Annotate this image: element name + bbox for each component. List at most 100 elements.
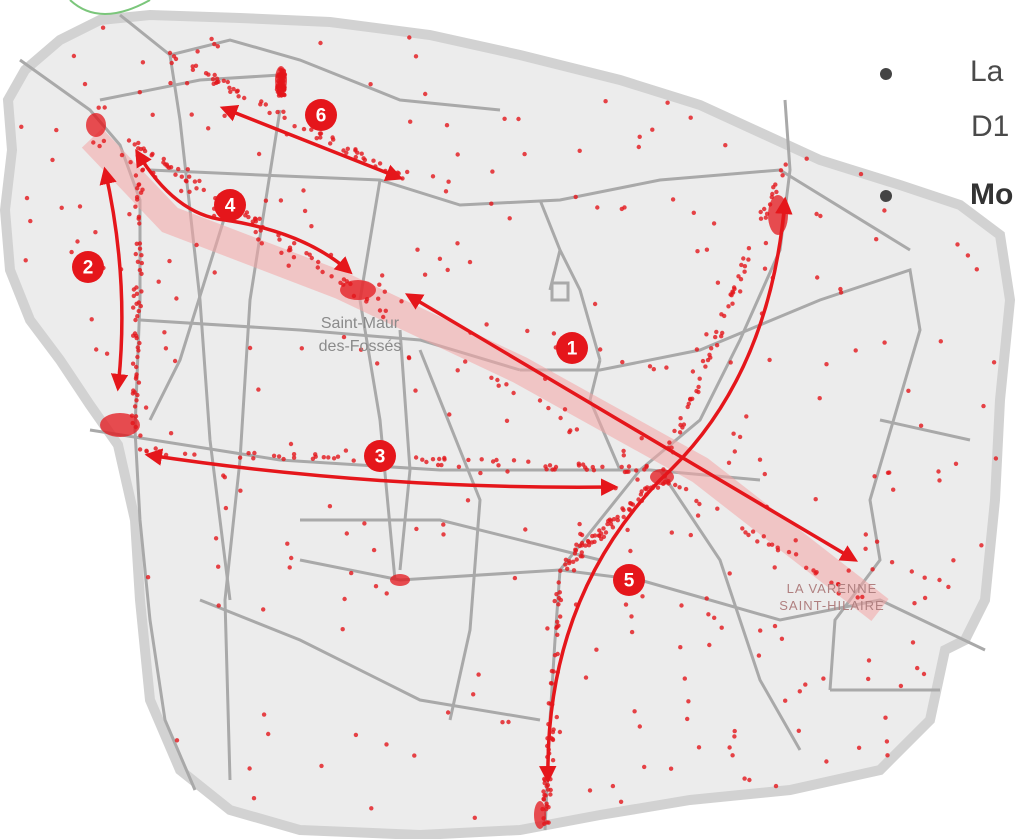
point-marker xyxy=(632,709,637,714)
point-marker xyxy=(669,530,674,535)
point-marker xyxy=(686,699,691,704)
route-badge-6: 6 xyxy=(305,99,337,131)
point-marker xyxy=(134,241,139,246)
point-marker xyxy=(140,168,145,173)
point-marker xyxy=(362,521,367,526)
route-badge-4: 4 xyxy=(214,189,246,221)
point-marker xyxy=(163,162,168,167)
point-marker xyxy=(696,389,701,395)
point-marker xyxy=(439,462,444,468)
bullet-dot-2 xyxy=(880,190,892,202)
point-marker xyxy=(82,81,88,87)
point-marker xyxy=(678,422,683,428)
point-marker xyxy=(228,89,233,95)
point-marker xyxy=(541,789,546,794)
point-marker xyxy=(246,451,251,456)
route-badge-2: 2 xyxy=(72,251,104,283)
point-marker xyxy=(183,178,189,183)
point-marker xyxy=(855,595,860,600)
point-marker xyxy=(371,158,376,163)
point-marker xyxy=(541,797,547,802)
point-marker xyxy=(377,161,383,166)
point-marker xyxy=(69,249,74,255)
point-marker xyxy=(635,477,640,482)
point-marker xyxy=(288,441,294,447)
point-marker xyxy=(197,178,202,184)
point-marker xyxy=(271,453,277,458)
point-marker xyxy=(545,626,550,631)
point-marker xyxy=(516,116,521,122)
point-marker xyxy=(979,543,984,548)
point-marker xyxy=(639,436,644,441)
point-marker xyxy=(256,151,262,157)
point-marker xyxy=(422,272,428,277)
point-marker xyxy=(444,123,450,128)
point-marker xyxy=(137,447,143,452)
point-marker xyxy=(353,148,358,153)
point-marker xyxy=(222,113,227,119)
point-marker xyxy=(866,676,871,682)
point-marker xyxy=(730,289,735,294)
point-marker xyxy=(467,259,473,265)
point-marker xyxy=(50,157,55,163)
point-marker xyxy=(965,253,971,258)
point-marker xyxy=(590,533,595,539)
point-marker xyxy=(673,482,678,488)
svg-text:6: 6 xyxy=(316,106,327,127)
point-marker xyxy=(552,467,557,472)
point-marker xyxy=(167,50,173,56)
point-marker xyxy=(685,404,690,410)
point-marker xyxy=(489,201,494,206)
point-marker xyxy=(726,460,732,465)
point-marker xyxy=(209,36,214,42)
point-marker xyxy=(891,487,896,492)
route-badges: 1 2 3 4 5 6 xyxy=(72,99,645,596)
point-marker xyxy=(719,625,724,630)
point-marker xyxy=(169,60,174,66)
point-marker xyxy=(139,253,144,258)
point-marker xyxy=(937,577,942,583)
point-marker xyxy=(573,547,578,552)
point-marker xyxy=(596,533,602,538)
point-marker xyxy=(550,758,556,763)
bullet-text-2: Mo xyxy=(970,178,1014,211)
point-marker xyxy=(368,82,373,87)
point-marker xyxy=(320,269,325,275)
point-marker xyxy=(153,446,158,451)
point-marker xyxy=(101,138,107,144)
point-marker xyxy=(138,303,143,309)
point-marker xyxy=(381,314,386,320)
point-marker xyxy=(494,457,499,463)
point-marker xyxy=(261,712,267,717)
point-marker xyxy=(400,176,405,181)
point-marker xyxy=(443,189,449,194)
point-marker xyxy=(327,504,333,509)
point-marker xyxy=(763,215,768,220)
point-marker xyxy=(874,539,880,544)
point-marker xyxy=(727,745,732,750)
point-marker xyxy=(688,532,693,538)
point-marker xyxy=(206,126,211,131)
point-marker xyxy=(496,463,501,468)
point-marker xyxy=(665,100,670,105)
point-marker xyxy=(758,216,764,221)
point-marker xyxy=(351,458,356,463)
point-marker xyxy=(141,146,146,151)
point-marker xyxy=(762,206,767,212)
point-marker xyxy=(889,560,895,565)
point-marker xyxy=(194,186,199,191)
point-marker xyxy=(525,328,530,334)
point-marker xyxy=(678,416,683,421)
point-marker xyxy=(542,776,547,782)
point-marker xyxy=(723,143,728,148)
point-marker xyxy=(685,716,690,722)
point-marker xyxy=(500,720,505,725)
point-marker xyxy=(96,105,101,110)
point-marker xyxy=(769,542,775,547)
point-marker xyxy=(568,428,573,433)
point-marker xyxy=(445,267,450,273)
point-marker xyxy=(136,380,142,385)
point-marker xyxy=(212,270,217,275)
point-marker xyxy=(598,347,603,352)
point-marker xyxy=(91,140,96,145)
